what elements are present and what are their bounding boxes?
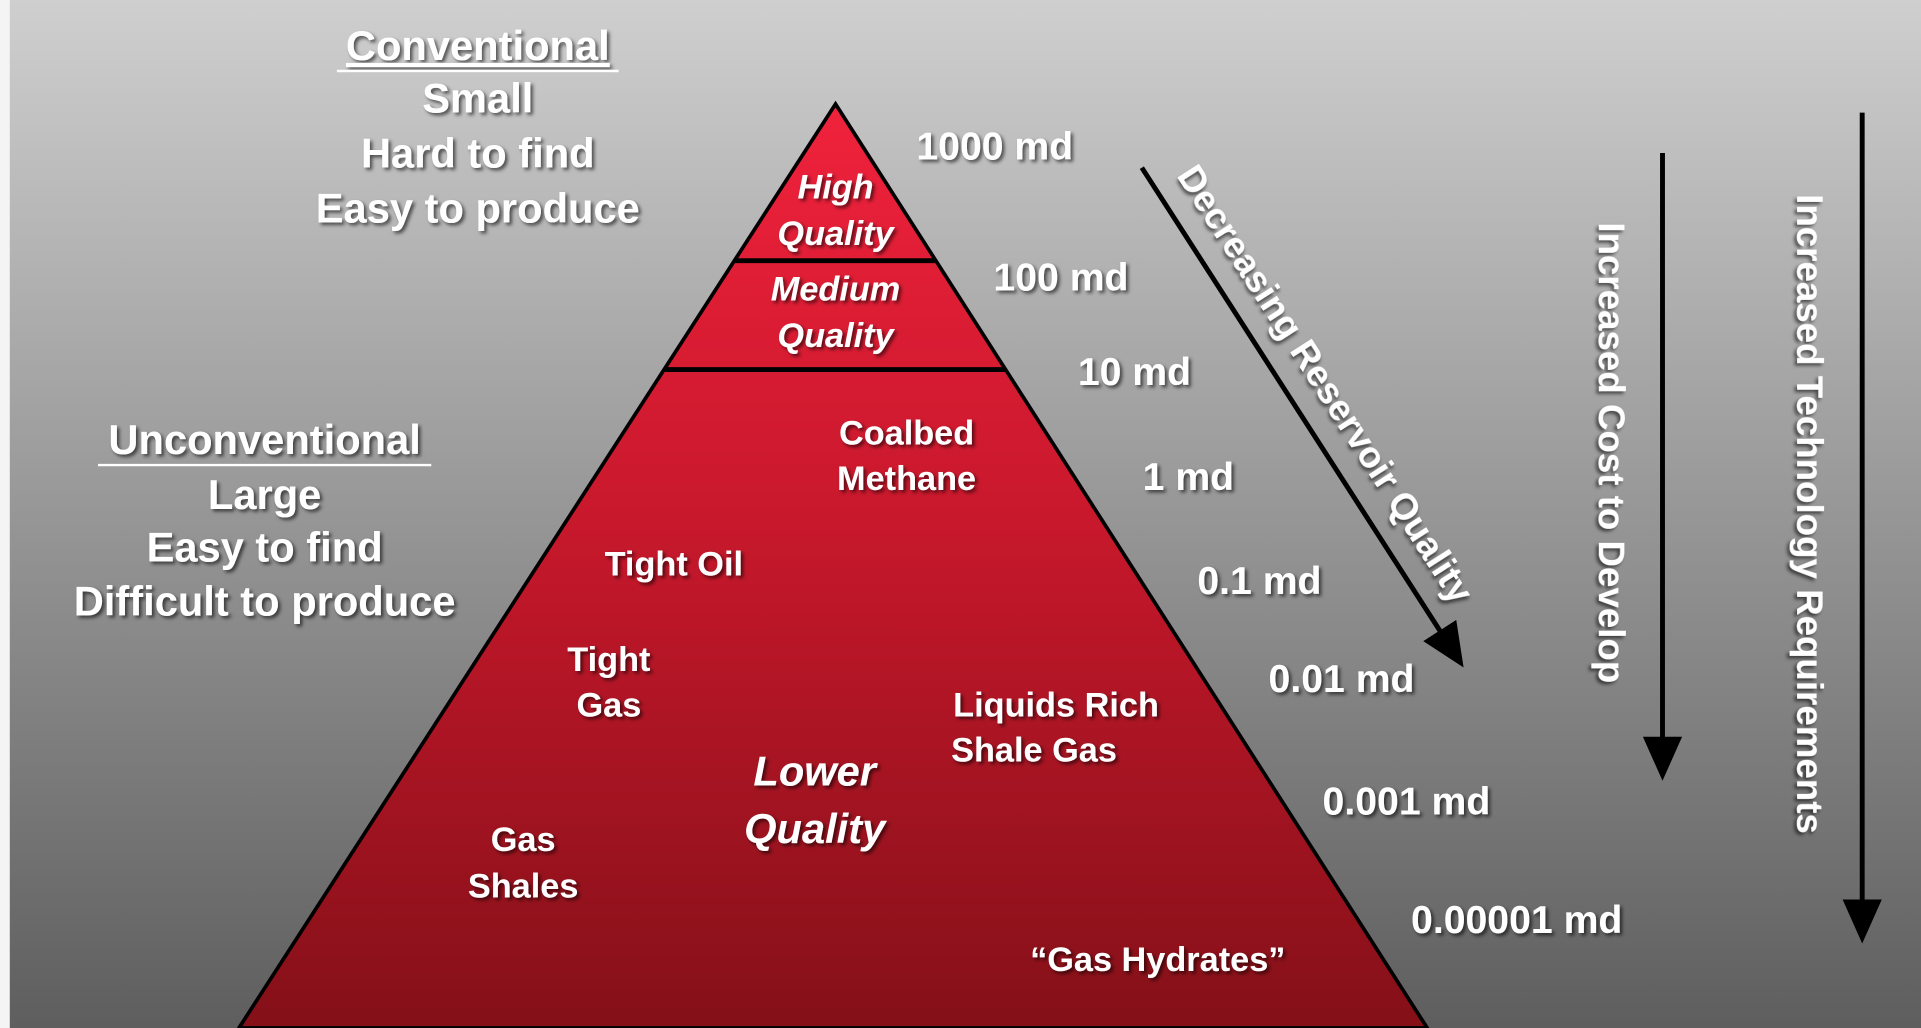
left-border: [0, 0, 10, 1028]
tier-label: Quality: [744, 805, 887, 853]
permeability-label: 0.01 md: [1269, 658, 1415, 701]
resource-label: Liquids Rich: [953, 686, 1159, 724]
permeability-label: 1000 md: [916, 126, 1073, 169]
pyramid: [236, 100, 1430, 1028]
permeability-label: 1 md: [1143, 456, 1234, 499]
permeability-label: 100 md: [993, 257, 1128, 300]
tier-label: Quality: [777, 317, 895, 355]
permeability-label: 0.1 md: [1197, 560, 1321, 603]
unconventional-heading: Unconventional: [108, 416, 420, 463]
resource-label: Gas: [576, 686, 641, 724]
resource-label: Shale Gas: [951, 732, 1117, 770]
unconventional-line: Easy to find: [147, 524, 383, 571]
tier-label: Medium: [771, 270, 901, 308]
conventional-line: Hard to find: [361, 130, 595, 177]
conventional-line: Small: [422, 75, 533, 122]
arrow-label: Increased Cost to Develop: [1591, 222, 1632, 683]
tier-label: Quality: [777, 215, 895, 253]
permeability-label: 10 md: [1078, 351, 1191, 394]
permeability-label: 0.00001 md: [1411, 899, 1622, 942]
resource-label: “Gas Hydrates”: [1030, 941, 1285, 979]
resource-label: Coalbed: [839, 415, 974, 453]
permeability-label: 0.001 md: [1323, 780, 1491, 823]
resource-label: Shales: [468, 868, 579, 906]
tier-label: High: [797, 169, 873, 207]
unconventional-line: Large: [208, 471, 321, 518]
arrow: [1139, 166, 1464, 668]
arrow-label: Increased Technology Requirements: [1789, 194, 1830, 834]
conventional-heading: Conventional: [346, 22, 610, 69]
conventional-line: Easy to produce: [316, 185, 640, 232]
tier-label: Lower: [753, 748, 878, 795]
unconventional-line: Difficult to produce: [74, 578, 456, 625]
resource-label: Tight Oil: [605, 546, 743, 584]
resource-label: Tight: [567, 641, 650, 679]
resource-label: Gas: [491, 821, 556, 859]
resource-label: Methane: [837, 460, 976, 498]
